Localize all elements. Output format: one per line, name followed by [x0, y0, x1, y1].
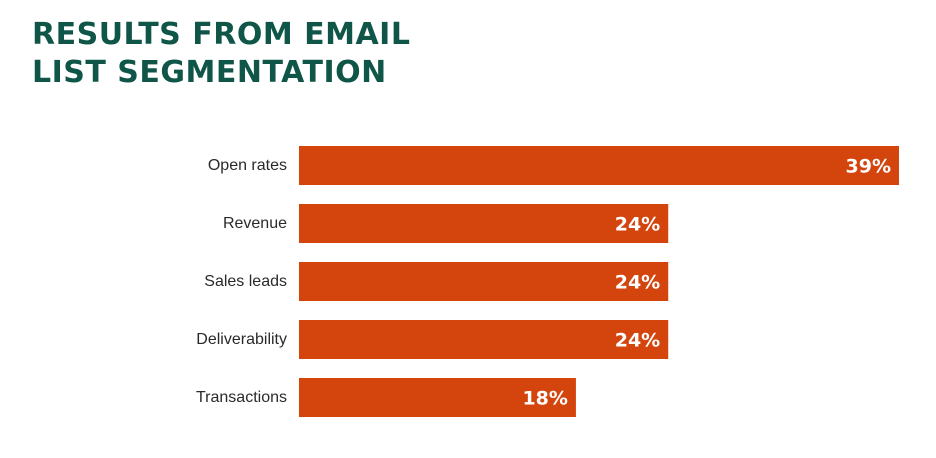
value-label: 18% — [522, 388, 567, 410]
value-label: 24% — [615, 214, 660, 236]
value-label: 39% — [846, 156, 891, 178]
bar-group-deliverability: Deliverability 24% — [196, 320, 669, 359]
chart-title-line-1: RESULTS FROM EMAIL — [32, 17, 411, 52]
bar-transactions — [299, 378, 576, 417]
value-label: 24% — [615, 330, 660, 352]
bar-group-transactions: Transactions 18% — [196, 378, 576, 417]
bar-deliverability — [299, 320, 669, 359]
category-label: Sales leads — [204, 273, 287, 290]
category-label: Revenue — [223, 215, 287, 232]
bar-sales-leads — [299, 262, 669, 301]
bar-group-sales-leads: Sales leads 24% — [204, 262, 669, 301]
bar-revenue — [299, 204, 669, 243]
bar-group-open-rates: Open rates 39% — [208, 146, 899, 185]
chart-title: RESULTS FROM EMAIL LIST SEGMENTATION — [32, 16, 632, 92]
category-label: Deliverability — [196, 331, 287, 348]
value-label: 24% — [615, 272, 660, 294]
category-label: Transactions — [196, 389, 287, 406]
bar-open-rates — [299, 146, 899, 185]
bar-group-revenue: Revenue 24% — [223, 204, 669, 243]
category-label: Open rates — [208, 157, 287, 174]
chart-title-line-2: LIST SEGMENTATION — [32, 55, 387, 90]
